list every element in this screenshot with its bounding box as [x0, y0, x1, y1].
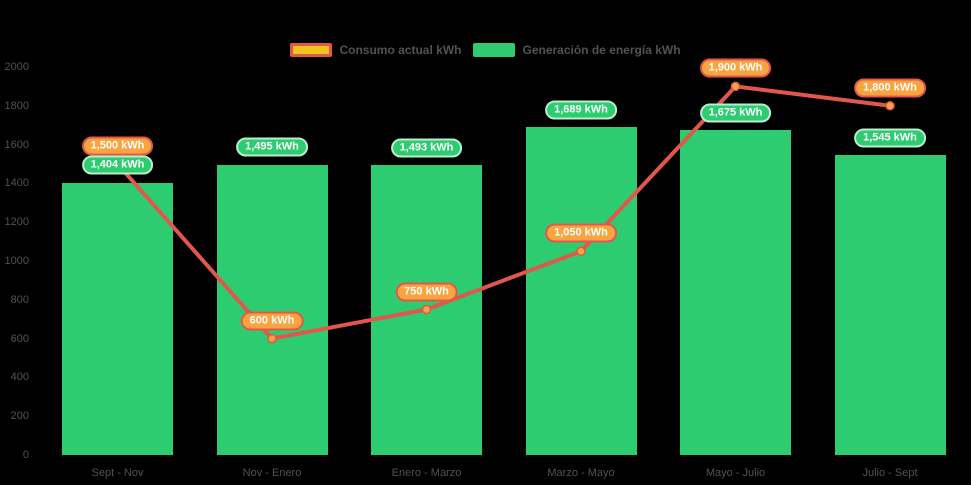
y-axis-tick-label: 1800 — [4, 99, 29, 112]
generation-value-label: 1,545 kWh — [854, 128, 926, 148]
x-axis-category-label: Sept - Nov — [91, 467, 144, 479]
generation-value-label: 1,689 kWh — [545, 100, 617, 120]
y-axis-tick-label: 400 — [10, 371, 29, 384]
legend: Consumo actual kWh Generación de energía… — [0, 43, 971, 57]
y-axis-tick-label: 1600 — [4, 138, 29, 151]
y-axis-tick-label: 2000 — [4, 61, 29, 73]
generation-bar[interactable] — [680, 130, 791, 455]
legend-item-consumo[interactable]: Consumo actual kWh — [290, 43, 461, 57]
x-axis-category-label: Mayo - Julio — [705, 467, 766, 479]
consumption-value-label: 600 kWh — [240, 311, 304, 331]
generation-value-label: 1,493 kWh — [390, 138, 463, 158]
y-axis-tick-label: 0 — [22, 449, 29, 461]
generation-value-label: 1,404 kWh — [81, 155, 154, 175]
generation-bar[interactable] — [62, 182, 173, 455]
generation-bar[interactable] — [834, 155, 946, 455]
generation-bar[interactable] — [525, 127, 637, 455]
generation-value-label: 1,675 kWh — [699, 103, 772, 123]
generation-bar[interactable] — [216, 164, 328, 455]
y-axis-tick-label: 200 — [10, 410, 29, 423]
generation-value-label: 1,495 kWh — [236, 137, 308, 157]
consumo-swatch-icon — [290, 43, 333, 57]
generacion-swatch-icon — [473, 43, 516, 57]
consumption-value-label: 750 kWh — [395, 282, 458, 301]
consumption-value-label: 1,900 kWh — [699, 58, 772, 78]
generation-bar[interactable] — [371, 165, 482, 455]
legend-item-generacion[interactable]: Generación de energía kWh — [473, 43, 681, 57]
y-axis-tick-label: 1000 — [4, 255, 29, 267]
x-axis-category-label: Julio - Sept — [862, 467, 918, 479]
legend-label-consumo: Consumo actual kWh — [339, 43, 462, 57]
consumption-value-label: 1,800 kWh — [854, 78, 926, 98]
y-axis-tick-label: 1400 — [4, 177, 29, 190]
y-axis-tick-label: 600 — [10, 332, 29, 345]
x-axis-category-label: Enero - Marzo — [391, 467, 462, 479]
line-point-marker[interactable] — [885, 101, 895, 111]
y-axis-tick-label: 800 — [10, 293, 29, 306]
x-axis-category-label: Nov - Enero — [242, 467, 302, 479]
x-axis-category-label: Marzo - Mayo — [547, 467, 615, 479]
y-axis-tick-label: 1200 — [4, 216, 29, 229]
legend-label-generacion: Generación de energía kWh — [522, 43, 681, 57]
consumption-value-label: 1,500 kWh — [81, 136, 154, 156]
consumption-value-label: 1,050 kWh — [545, 223, 617, 243]
line-point-marker[interactable] — [730, 81, 741, 92]
